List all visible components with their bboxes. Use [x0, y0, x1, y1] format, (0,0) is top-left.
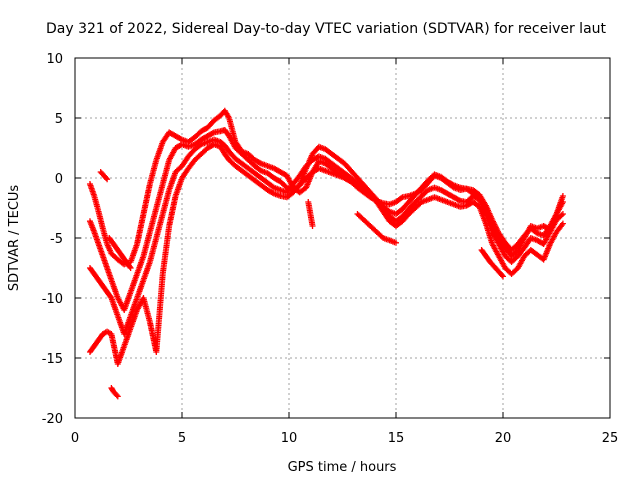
data-point — [256, 159, 263, 166]
data-point — [104, 176, 111, 183]
y-tick-label: 10 — [46, 52, 63, 67]
chart-title: Day 321 of 2022, Sidereal Day-to-day VTE… — [46, 21, 607, 37]
data-point — [559, 220, 566, 227]
data-point — [398, 195, 405, 202]
x-axis-ticks: 0 5 10 15 20 25 — [71, 58, 618, 446]
data-point — [309, 223, 316, 229]
data-point — [393, 239, 399, 246]
data-point — [500, 273, 506, 280]
data-point — [559, 211, 566, 217]
data-points — [86, 107, 566, 400]
y-tick-label: -10 — [42, 292, 63, 307]
series-fragment-2 — [108, 385, 121, 400]
series-fragment-5 — [354, 211, 399, 246]
data-point — [127, 265, 134, 271]
y-axis-label: SDTVAR / TECUs — [7, 185, 22, 292]
data-point — [177, 135, 184, 142]
y-tick-label: -15 — [42, 352, 63, 367]
series-track-3 — [86, 136, 566, 337]
x-tick-label: 0 — [71, 431, 79, 446]
series-fragment-3 — [106, 235, 134, 271]
x-tick-label: 20 — [495, 431, 512, 446]
data-point — [114, 393, 121, 400]
data-point — [559, 193, 566, 199]
series-track-2 — [86, 127, 566, 313]
x-tick-label: 5 — [178, 431, 186, 446]
series-fragment-1 — [97, 169, 111, 183]
y-tick-label: -20 — [42, 412, 63, 427]
data-point — [449, 181, 456, 188]
data-point — [113, 392, 120, 399]
data-point — [558, 212, 565, 219]
x-tick-label: 25 — [602, 431, 619, 446]
data-point — [269, 189, 276, 196]
y-tick-label: 5 — [55, 112, 63, 127]
y-tick-label: 0 — [55, 172, 63, 187]
data-point — [103, 175, 110, 181]
series-track-1 — [86, 107, 566, 268]
series-fragment-4 — [305, 199, 316, 229]
data-point — [209, 130, 216, 137]
y-axis-ticks: -20 -15 -10 -5 0 5 10 — [42, 52, 610, 427]
data-point — [455, 197, 462, 204]
series-fragment-6 — [478, 247, 506, 280]
data-point — [498, 272, 505, 279]
x-tick-label: 15 — [388, 431, 405, 446]
x-axis-label: GPS time / hours — [288, 460, 397, 475]
data-point — [559, 199, 566, 205]
x-tick-label: 10 — [281, 431, 298, 446]
data-point — [126, 263, 133, 270]
y-tick-label: -5 — [50, 232, 63, 247]
series-track-4 — [86, 141, 566, 367]
